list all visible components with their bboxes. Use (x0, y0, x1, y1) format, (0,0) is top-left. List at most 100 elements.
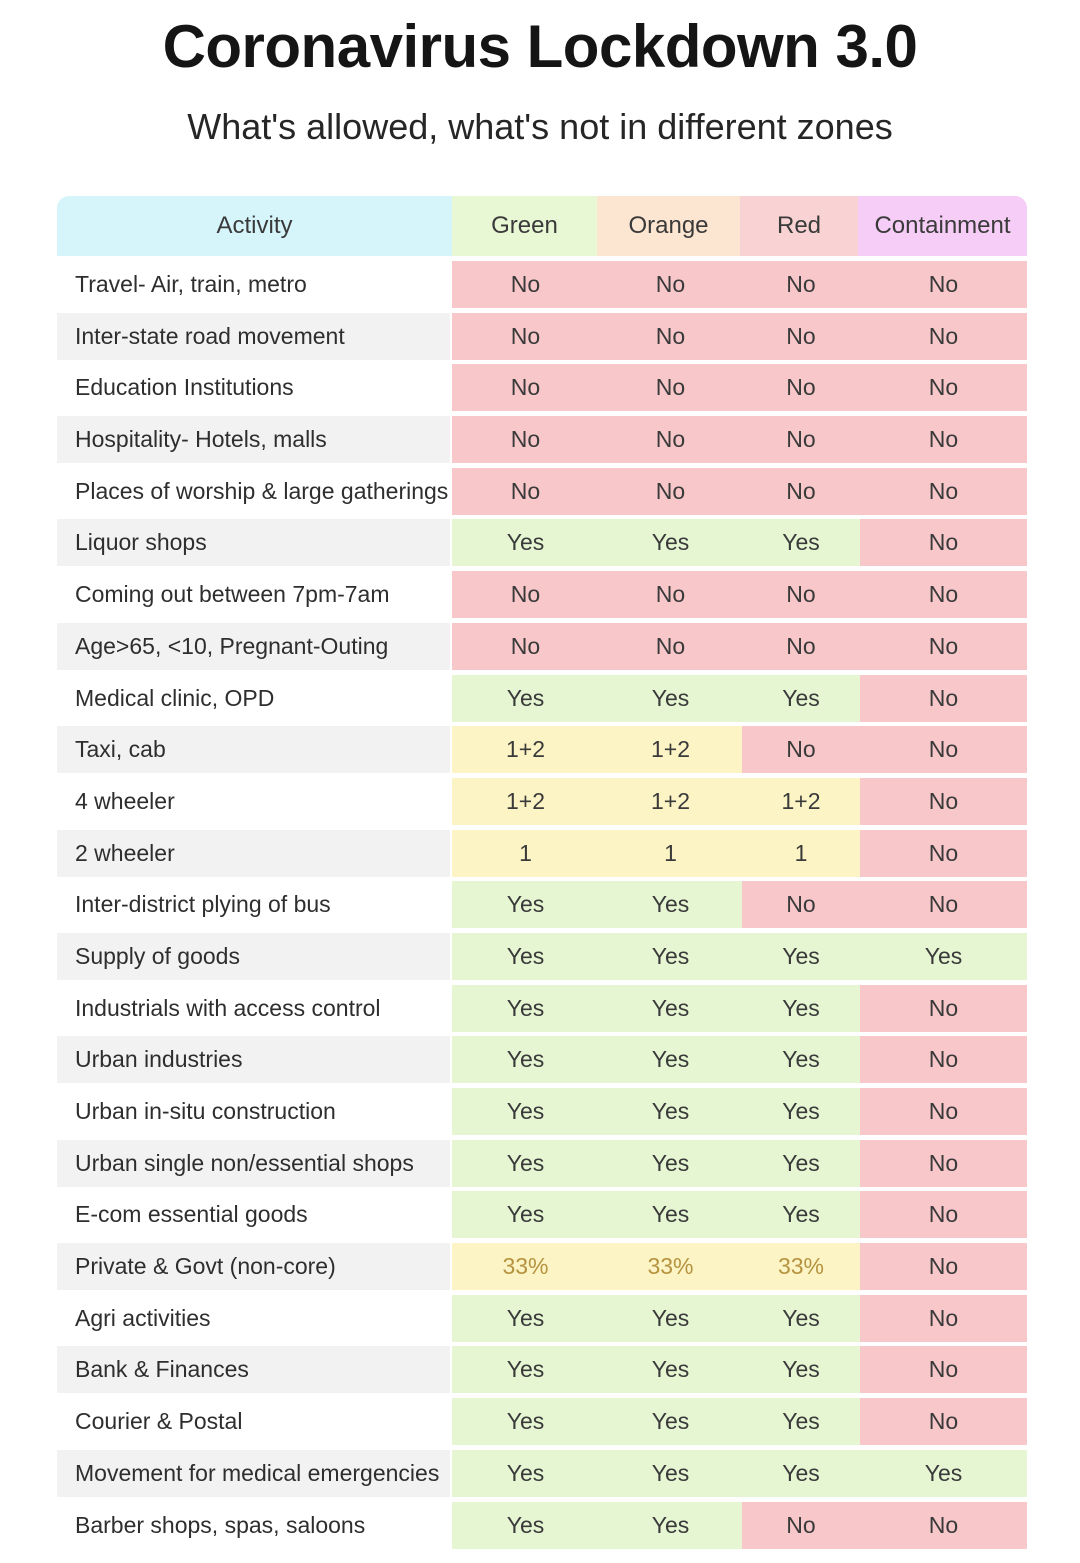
table-row: Places of worship & large gatherings No No… (57, 467, 1027, 515)
table-row: 4 wheeler 1+2 1+2 1+2 No (57, 777, 1027, 825)
activity-cell: Inter-state road movement (57, 312, 450, 360)
table-row: Urban industries Yes Yes Yes No (57, 1036, 1027, 1084)
red-cell: No (742, 261, 860, 308)
red-cell: 33% (742, 1243, 860, 1291)
containment-cell: No (860, 984, 1027, 1032)
red-cell: Yes (742, 1036, 860, 1084)
activity-cell: Hospitality- Hotels, malls (57, 416, 450, 464)
orange-cell: 1 (599, 829, 742, 877)
activity-cell: Agri activities (57, 1294, 450, 1342)
activity-cell: E-com essential goods (57, 1191, 450, 1239)
red-cell: No (742, 416, 860, 464)
green-cell: Yes (452, 984, 599, 1032)
red-cell: Yes (742, 932, 860, 980)
orange-cell: Yes (599, 881, 742, 929)
green-cell: No (452, 416, 599, 464)
activity-cell: Age>65, <10, Pregnant-Outing (57, 622, 450, 670)
orange-cell: Yes (599, 1449, 742, 1497)
green-cell: Yes (452, 1346, 599, 1394)
orange-cell: No (599, 571, 742, 619)
orange-cell: 1+2 (599, 726, 742, 774)
containment-cell: Yes (860, 932, 1027, 980)
containment-cell: No (860, 261, 1027, 308)
green-cell: Yes (452, 674, 599, 722)
green-cell: No (452, 364, 599, 412)
table-row: Bank & Finances Yes Yes Yes No (57, 1346, 1027, 1394)
activity-cell: Bank & Finances (57, 1346, 450, 1394)
containment-cell: No (860, 1243, 1027, 1291)
table-row: Agri activities Yes Yes Yes No (57, 1294, 1027, 1342)
header-containment: Containment (858, 196, 1027, 256)
orange-cell: No (599, 364, 742, 412)
containment-cell: No (860, 364, 1027, 412)
activity-cell: Urban industries (57, 1036, 450, 1084)
red-cell: No (742, 312, 860, 360)
red-cell: No (742, 622, 860, 670)
red-cell: No (742, 571, 860, 619)
table-row: Coming out between 7pm-7am No No No No (57, 571, 1027, 619)
activity-cell: Coming out between 7pm-7am (57, 571, 450, 619)
red-cell: 1 (742, 829, 860, 877)
orange-cell: Yes (599, 1346, 742, 1394)
orange-cell: No (599, 261, 742, 308)
containment-cell: No (860, 1398, 1027, 1446)
orange-cell: No (599, 416, 742, 464)
header-green: Green (452, 196, 597, 256)
containment-cell: No (860, 829, 1027, 877)
table-header: Activity Green Orange Red Containment (57, 196, 1027, 256)
containment-cell: No (860, 777, 1027, 825)
table-row: Education Institutions No No No No (57, 364, 1027, 412)
table-row: E-com essential goods Yes Yes Yes No (57, 1191, 1027, 1239)
table-row: Travel- Air, train, metro No No No No (57, 261, 1027, 308)
green-cell: No (452, 312, 599, 360)
orange-cell: Yes (599, 674, 742, 722)
green-cell: Yes (452, 1036, 599, 1084)
table-row: Barber shops, spas, saloons Yes Yes No No (57, 1501, 1027, 1549)
orange-cell: No (599, 622, 742, 670)
containment-cell: No (860, 622, 1027, 670)
table-row: Supply of goods Yes Yes Yes Yes (57, 932, 1027, 980)
table-row: Taxi, cab 1+2 1+2 No No (57, 726, 1027, 774)
orange-cell: Yes (599, 1088, 742, 1135)
zones-table: Activity Green Orange Red Containment Tr… (57, 196, 1027, 1553)
activity-cell: Liquor shops (57, 519, 450, 567)
containment-cell: No (860, 1191, 1027, 1239)
orange-cell: Yes (599, 1139, 742, 1187)
activity-cell: 2 wheeler (57, 829, 450, 877)
green-cell: Yes (452, 1139, 599, 1187)
containment-cell: No (860, 1346, 1027, 1394)
table-row: Medical clinic, OPD Yes Yes Yes No (57, 674, 1027, 722)
header-red: Red (740, 196, 858, 256)
containment-cell: No (860, 1139, 1027, 1187)
green-cell: Yes (452, 1449, 599, 1497)
containment-cell: No (860, 467, 1027, 515)
red-cell: Yes (742, 1139, 860, 1187)
table-row: Age>65, <10, Pregnant-Outing No No No No (57, 622, 1027, 670)
containment-cell: No (860, 1036, 1027, 1084)
red-cell: Yes (742, 1449, 860, 1497)
green-cell: 33% (452, 1243, 599, 1291)
red-cell: Yes (742, 519, 860, 567)
containment-cell: No (860, 1088, 1027, 1135)
containment-cell: Yes (860, 1449, 1027, 1497)
green-cell: Yes (452, 881, 599, 929)
red-cell: Yes (742, 1191, 860, 1239)
red-cell: Yes (742, 1346, 860, 1394)
green-cell: No (452, 622, 599, 670)
table-row: Inter-district plying of bus Yes Yes No No (57, 881, 1027, 929)
orange-cell: Yes (599, 1501, 742, 1549)
table-row: Courier & Postal Yes Yes Yes No (57, 1398, 1027, 1446)
red-cell: No (742, 364, 860, 412)
activity-cell: Barber shops, spas, saloons (57, 1501, 450, 1549)
red-cell: No (742, 1501, 860, 1549)
activity-cell: Courier & Postal (57, 1398, 450, 1446)
green-cell: 1+2 (452, 777, 599, 825)
containment-cell: No (860, 312, 1027, 360)
orange-cell: No (599, 467, 742, 515)
green-cell: No (452, 467, 599, 515)
page-title: Coronavirus Lockdown 3.0 (162, 13, 918, 80)
header-activity: Activity (57, 196, 452, 256)
green-cell: Yes (452, 932, 599, 980)
activity-cell: Places of worship & large gatherings (57, 467, 450, 515)
green-cell: 1+2 (452, 726, 599, 774)
